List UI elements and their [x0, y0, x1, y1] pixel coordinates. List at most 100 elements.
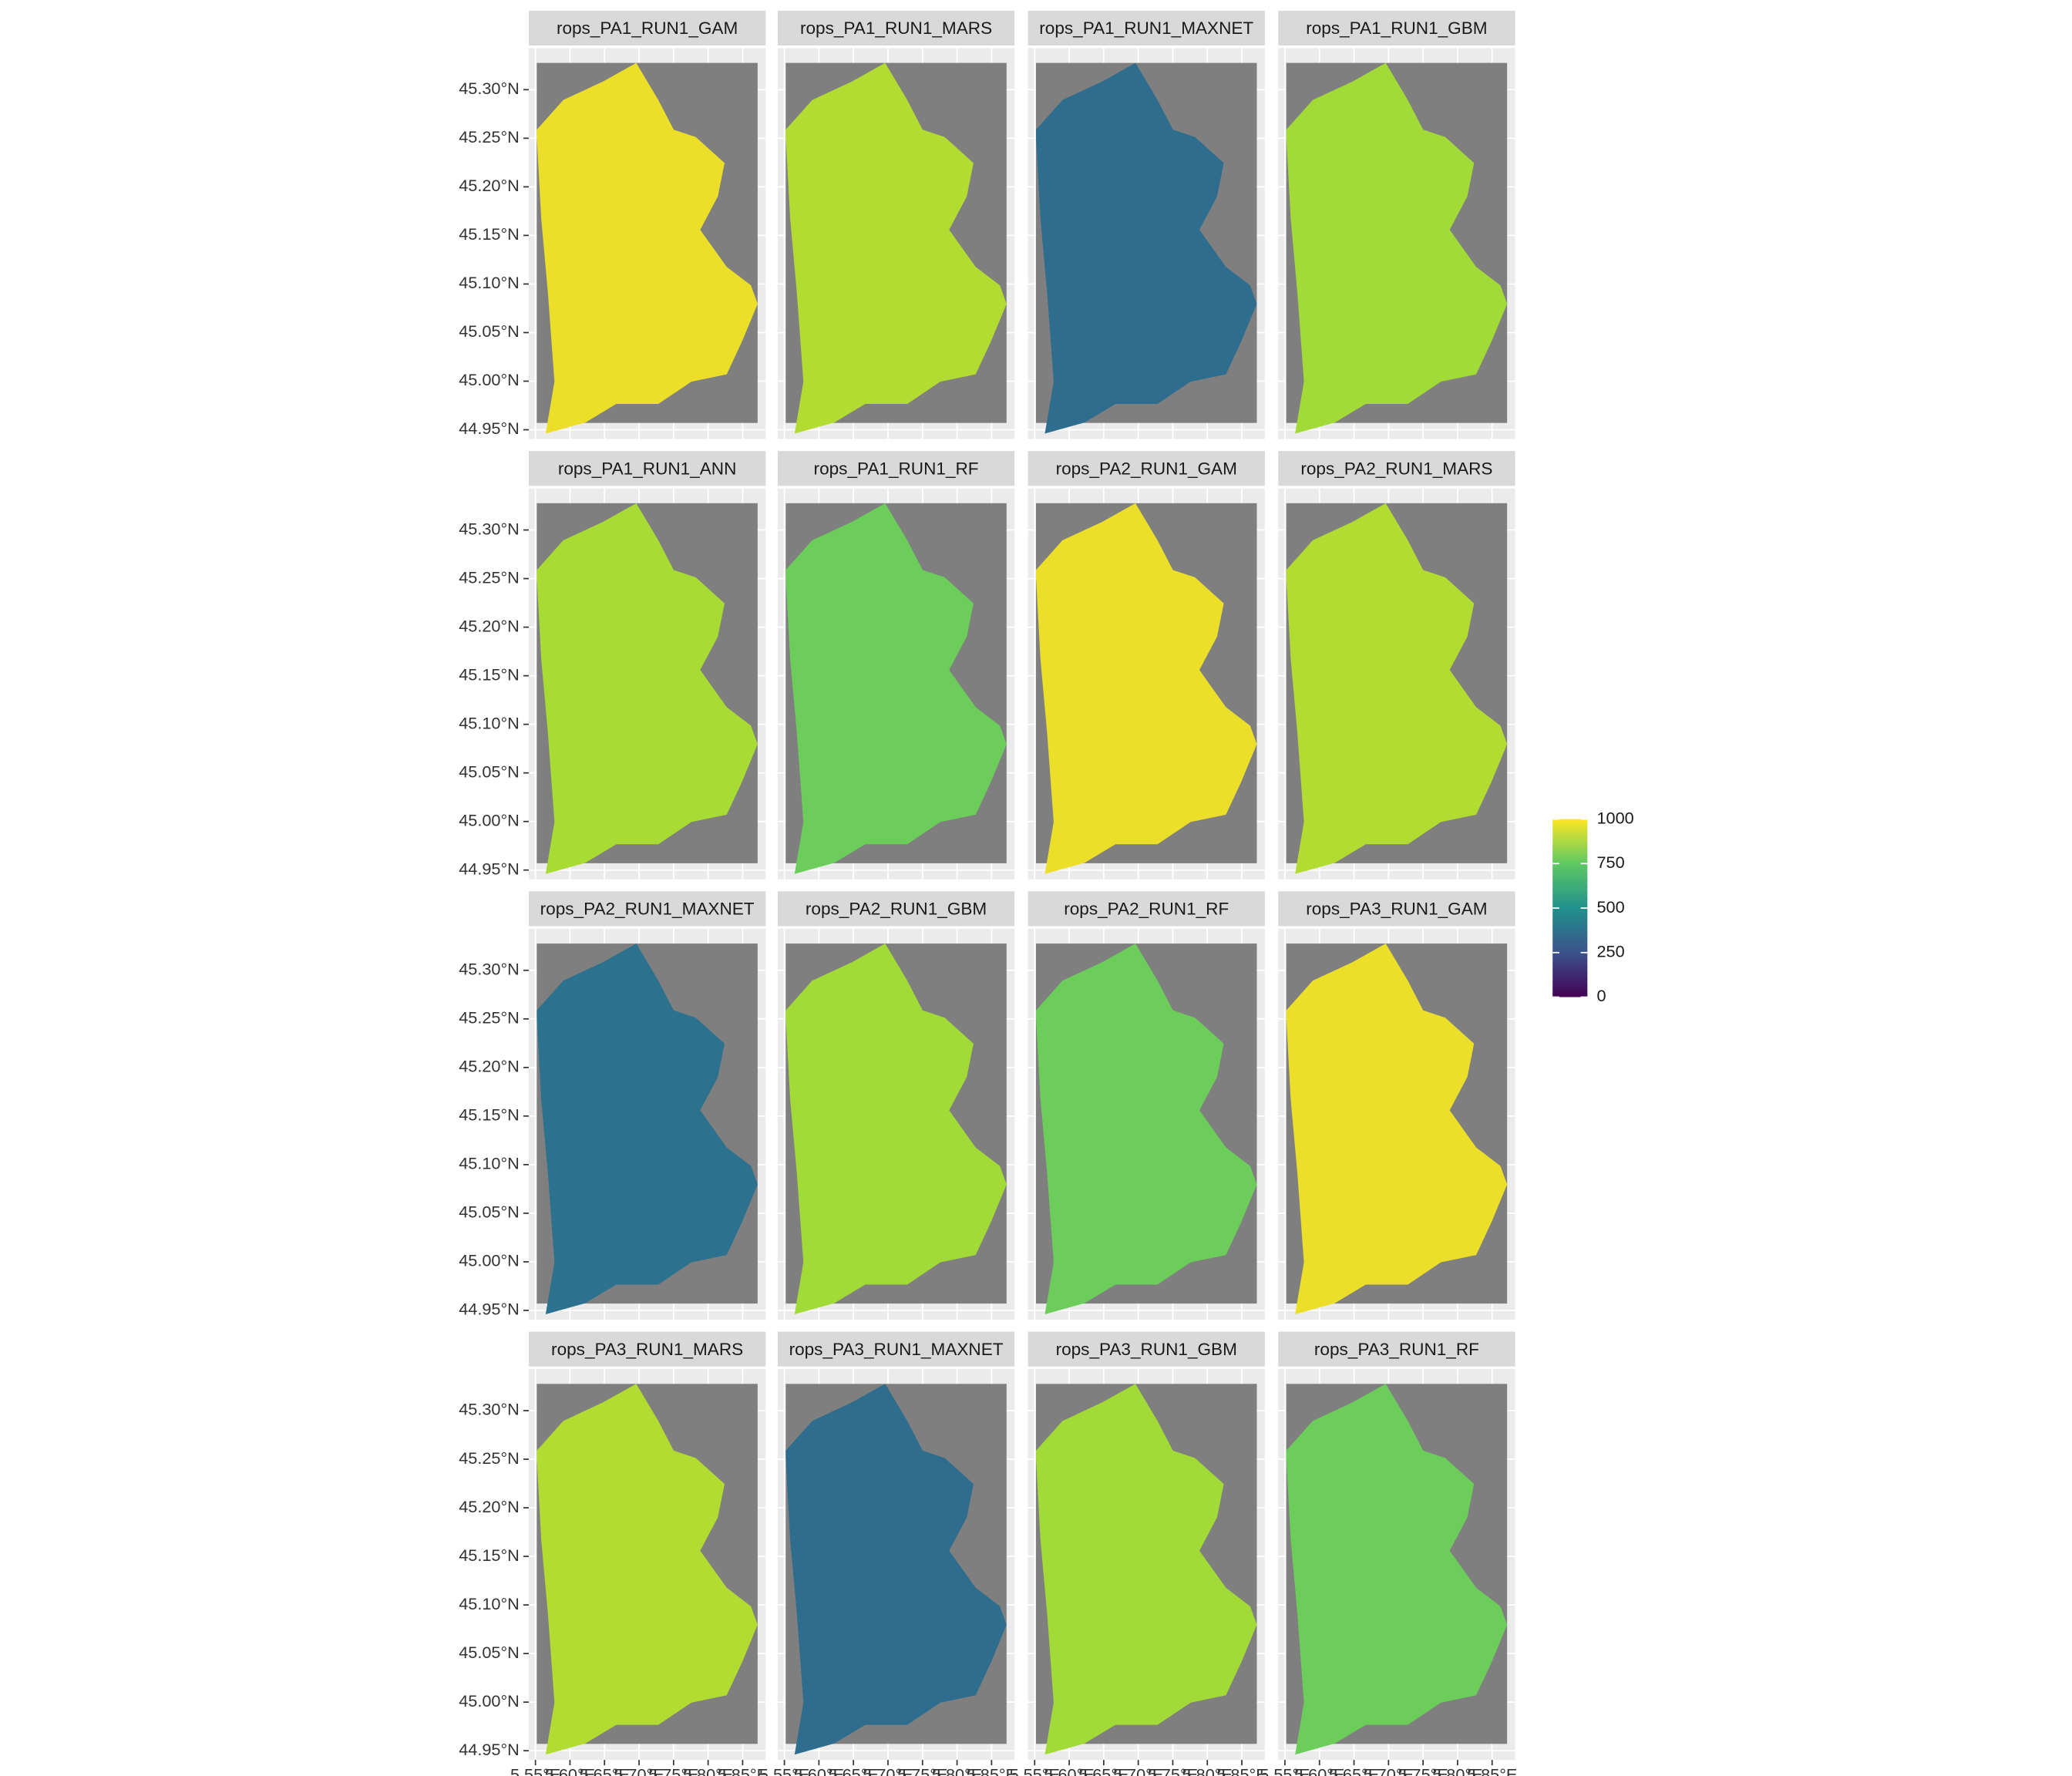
strip-title: rops_PA3_RUN1_GBM — [1056, 1340, 1237, 1359]
strip — [1278, 891, 1515, 927]
x-tick-label: 5.70°E — [1113, 1765, 1163, 1776]
x-tick-label: 5.75°E — [648, 1765, 698, 1776]
x-tick-label: 5.85°E — [1216, 1765, 1266, 1776]
x-tick-label: 5.60°E — [1294, 1765, 1344, 1776]
strip — [1278, 1331, 1515, 1367]
suitability-raster — [1036, 944, 1257, 1314]
strip — [528, 891, 766, 927]
strip-title: rops_PA1_RUN1_MARS — [800, 18, 992, 38]
x-tick-label: 5.85°E — [1467, 1765, 1517, 1776]
y-tick-label: 45.25°N — [459, 1448, 520, 1468]
x-tick-label: 5.65°E — [1078, 1765, 1128, 1776]
y-tick-label: 45.05°N — [459, 1202, 520, 1222]
strip-title: rops_PA1_RUN1_GBM — [1306, 18, 1487, 38]
y-tick-label: 45.00°N — [459, 1251, 520, 1270]
suitability-raster — [785, 944, 1007, 1314]
x-tick-label: 5.80°E — [932, 1765, 982, 1776]
x-tick-label: 5.75°E — [897, 1765, 947, 1776]
strip — [1028, 10, 1265, 46]
strip-title: rops_PA3_RUN1_RF — [1314, 1340, 1479, 1359]
strip-title: rops_PA1_RUN1_GAM — [557, 18, 738, 38]
strip-title: rops_PA2_RUN1_MAXNET — [540, 900, 755, 919]
strip — [777, 10, 1015, 46]
suitability-raster — [1036, 62, 1257, 434]
suitability-raster — [785, 62, 1007, 434]
strip — [528, 451, 766, 486]
strip — [1028, 891, 1265, 927]
x-tick-label: 5.80°E — [1432, 1765, 1482, 1776]
suitability-raster — [536, 62, 758, 434]
y-tick-label: 45.25°N — [459, 567, 520, 587]
suitability-raster — [536, 503, 758, 874]
y-tick-label: 45.05°N — [459, 1643, 520, 1662]
x-tick-label: 5.60°E — [1044, 1765, 1094, 1776]
x-tick-label: 5.55°E — [510, 1765, 560, 1776]
suitability-raster — [536, 1384, 758, 1755]
y-tick-label: 45.20°N — [459, 176, 520, 195]
suitability-raster — [1036, 1384, 1257, 1755]
x-tick-label: 5.60°E — [545, 1765, 595, 1776]
colorbar-label: 1000 — [1596, 808, 1633, 827]
y-tick-label: 45.20°N — [459, 1057, 520, 1076]
x-tick-label: 5.65°E — [580, 1765, 630, 1776]
y-tick-label: 45.30°N — [459, 519, 520, 538]
y-tick-label: 45.20°N — [459, 616, 520, 635]
x-tick-label: 5.65°E — [828, 1765, 878, 1776]
y-tick-label: 44.95°N — [459, 1740, 520, 1759]
strip-title: rops_PA3_RUN1_MARS — [551, 1340, 743, 1359]
strip — [777, 1331, 1015, 1367]
strip — [1028, 451, 1265, 486]
x-tick-label: 5.60°E — [794, 1765, 844, 1776]
suitability-raster — [785, 1384, 1007, 1755]
y-tick-label: 44.95°N — [459, 1300, 520, 1319]
y-tick-label: 45.15°N — [459, 1105, 520, 1125]
strip — [528, 1331, 766, 1367]
strip — [777, 451, 1015, 486]
y-tick-label: 45.15°N — [459, 664, 520, 684]
strip-title: rops_PA2_RUN1_GBM — [806, 900, 987, 919]
strip-title: rops_PA1_RUN1_RF — [814, 459, 979, 478]
suitability-raster — [1286, 62, 1508, 434]
y-tick-label: 45.10°N — [459, 1154, 520, 1173]
strip-title: rops_PA3_RUN1_GAM — [1306, 900, 1487, 919]
x-tick-label: 5.80°E — [683, 1765, 733, 1776]
y-tick-label: 44.95°N — [459, 419, 520, 438]
x-tick-label: 5.85°E — [967, 1765, 1017, 1776]
y-tick-label: 45.00°N — [459, 370, 520, 389]
y-tick-label: 44.95°N — [459, 859, 520, 878]
strip-title: rops_PA2_RUN1_RF — [1064, 900, 1229, 919]
x-tick-label: 5.55°E — [759, 1765, 809, 1776]
strip — [777, 891, 1015, 927]
suitability-raster — [536, 944, 758, 1314]
y-tick-label: 45.05°N — [459, 321, 520, 341]
y-tick-label: 45.15°N — [459, 224, 520, 244]
x-tick-label: 5.55°E — [1010, 1765, 1060, 1776]
strip-title: rops_PA2_RUN1_MARS — [1300, 459, 1492, 478]
strip — [1278, 10, 1515, 46]
strip — [1028, 1331, 1265, 1367]
strip — [528, 10, 766, 46]
x-tick-label: 5.80°E — [1182, 1765, 1233, 1776]
colorbar-label: 250 — [1596, 942, 1624, 961]
x-tick-label: 5.75°E — [1398, 1765, 1448, 1776]
colorbar-label: 500 — [1596, 897, 1624, 917]
x-tick-label: 5.70°E — [1364, 1765, 1414, 1776]
y-tick-label: 45.00°N — [459, 1691, 520, 1710]
y-tick-label: 45.00°N — [459, 810, 520, 829]
y-tick-label: 45.25°N — [459, 1008, 520, 1028]
strip-title: rops_PA1_RUN1_ANN — [558, 459, 737, 478]
suitability-raster — [1286, 1384, 1508, 1755]
colorbar-label: 0 — [1596, 986, 1606, 1005]
strip-title: rops_PA3_RUN1_MAXNET — [789, 1340, 1004, 1359]
y-tick-label: 45.10°N — [459, 713, 520, 732]
y-tick-label: 45.10°N — [459, 273, 520, 292]
x-tick-label: 5.55°E — [1260, 1765, 1310, 1776]
strip — [1278, 451, 1515, 486]
y-tick-label: 45.05°N — [459, 762, 520, 781]
x-tick-label: 5.70°E — [863, 1765, 913, 1776]
y-tick-label: 45.20°N — [459, 1497, 520, 1516]
suitability-raster — [785, 503, 1007, 874]
x-tick-label: 5.65°E — [1329, 1765, 1379, 1776]
